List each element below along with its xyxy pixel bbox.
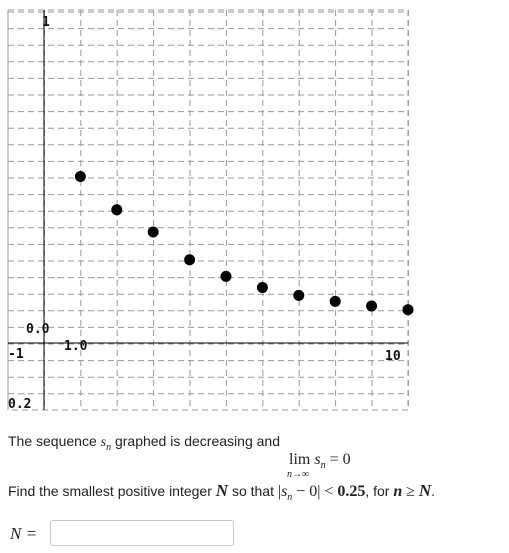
tick-label-x-right: 10 [385,349,401,364]
data-point [74,171,86,182]
data-point [147,226,159,238]
data-point [111,204,123,216]
data-point [293,289,305,301]
data-point [220,270,232,282]
sequence-graph: 1 0.0 1.0 -1 10 0.2 [7,9,414,412]
answer-label: N = [10,524,38,543]
tick-label-y-bottom: 0.2 [8,397,31,412]
sequence-symbol: sn [100,435,112,453]
data-point [256,281,268,293]
data-point [402,304,414,316]
intro-text: The sequence sn graphed is decreasing an… [8,433,280,453]
tick-label-y-top: 1 [42,15,50,30]
answer-input[interactable] [50,520,234,546]
limit-expression: lim sn = 0 n→∞ [287,451,351,480]
data-points [74,171,414,316]
data-point [329,295,341,307]
data-point [184,254,196,266]
tick-label-y-zero: 0.0 [26,322,50,337]
tick-label-x-one: 1.0 [64,339,88,354]
question-text: Find the smallest positive integer N so … [8,481,435,504]
tick-label-x-left: -1 [8,347,24,362]
plot-frame [7,9,409,411]
data-point [366,300,378,312]
